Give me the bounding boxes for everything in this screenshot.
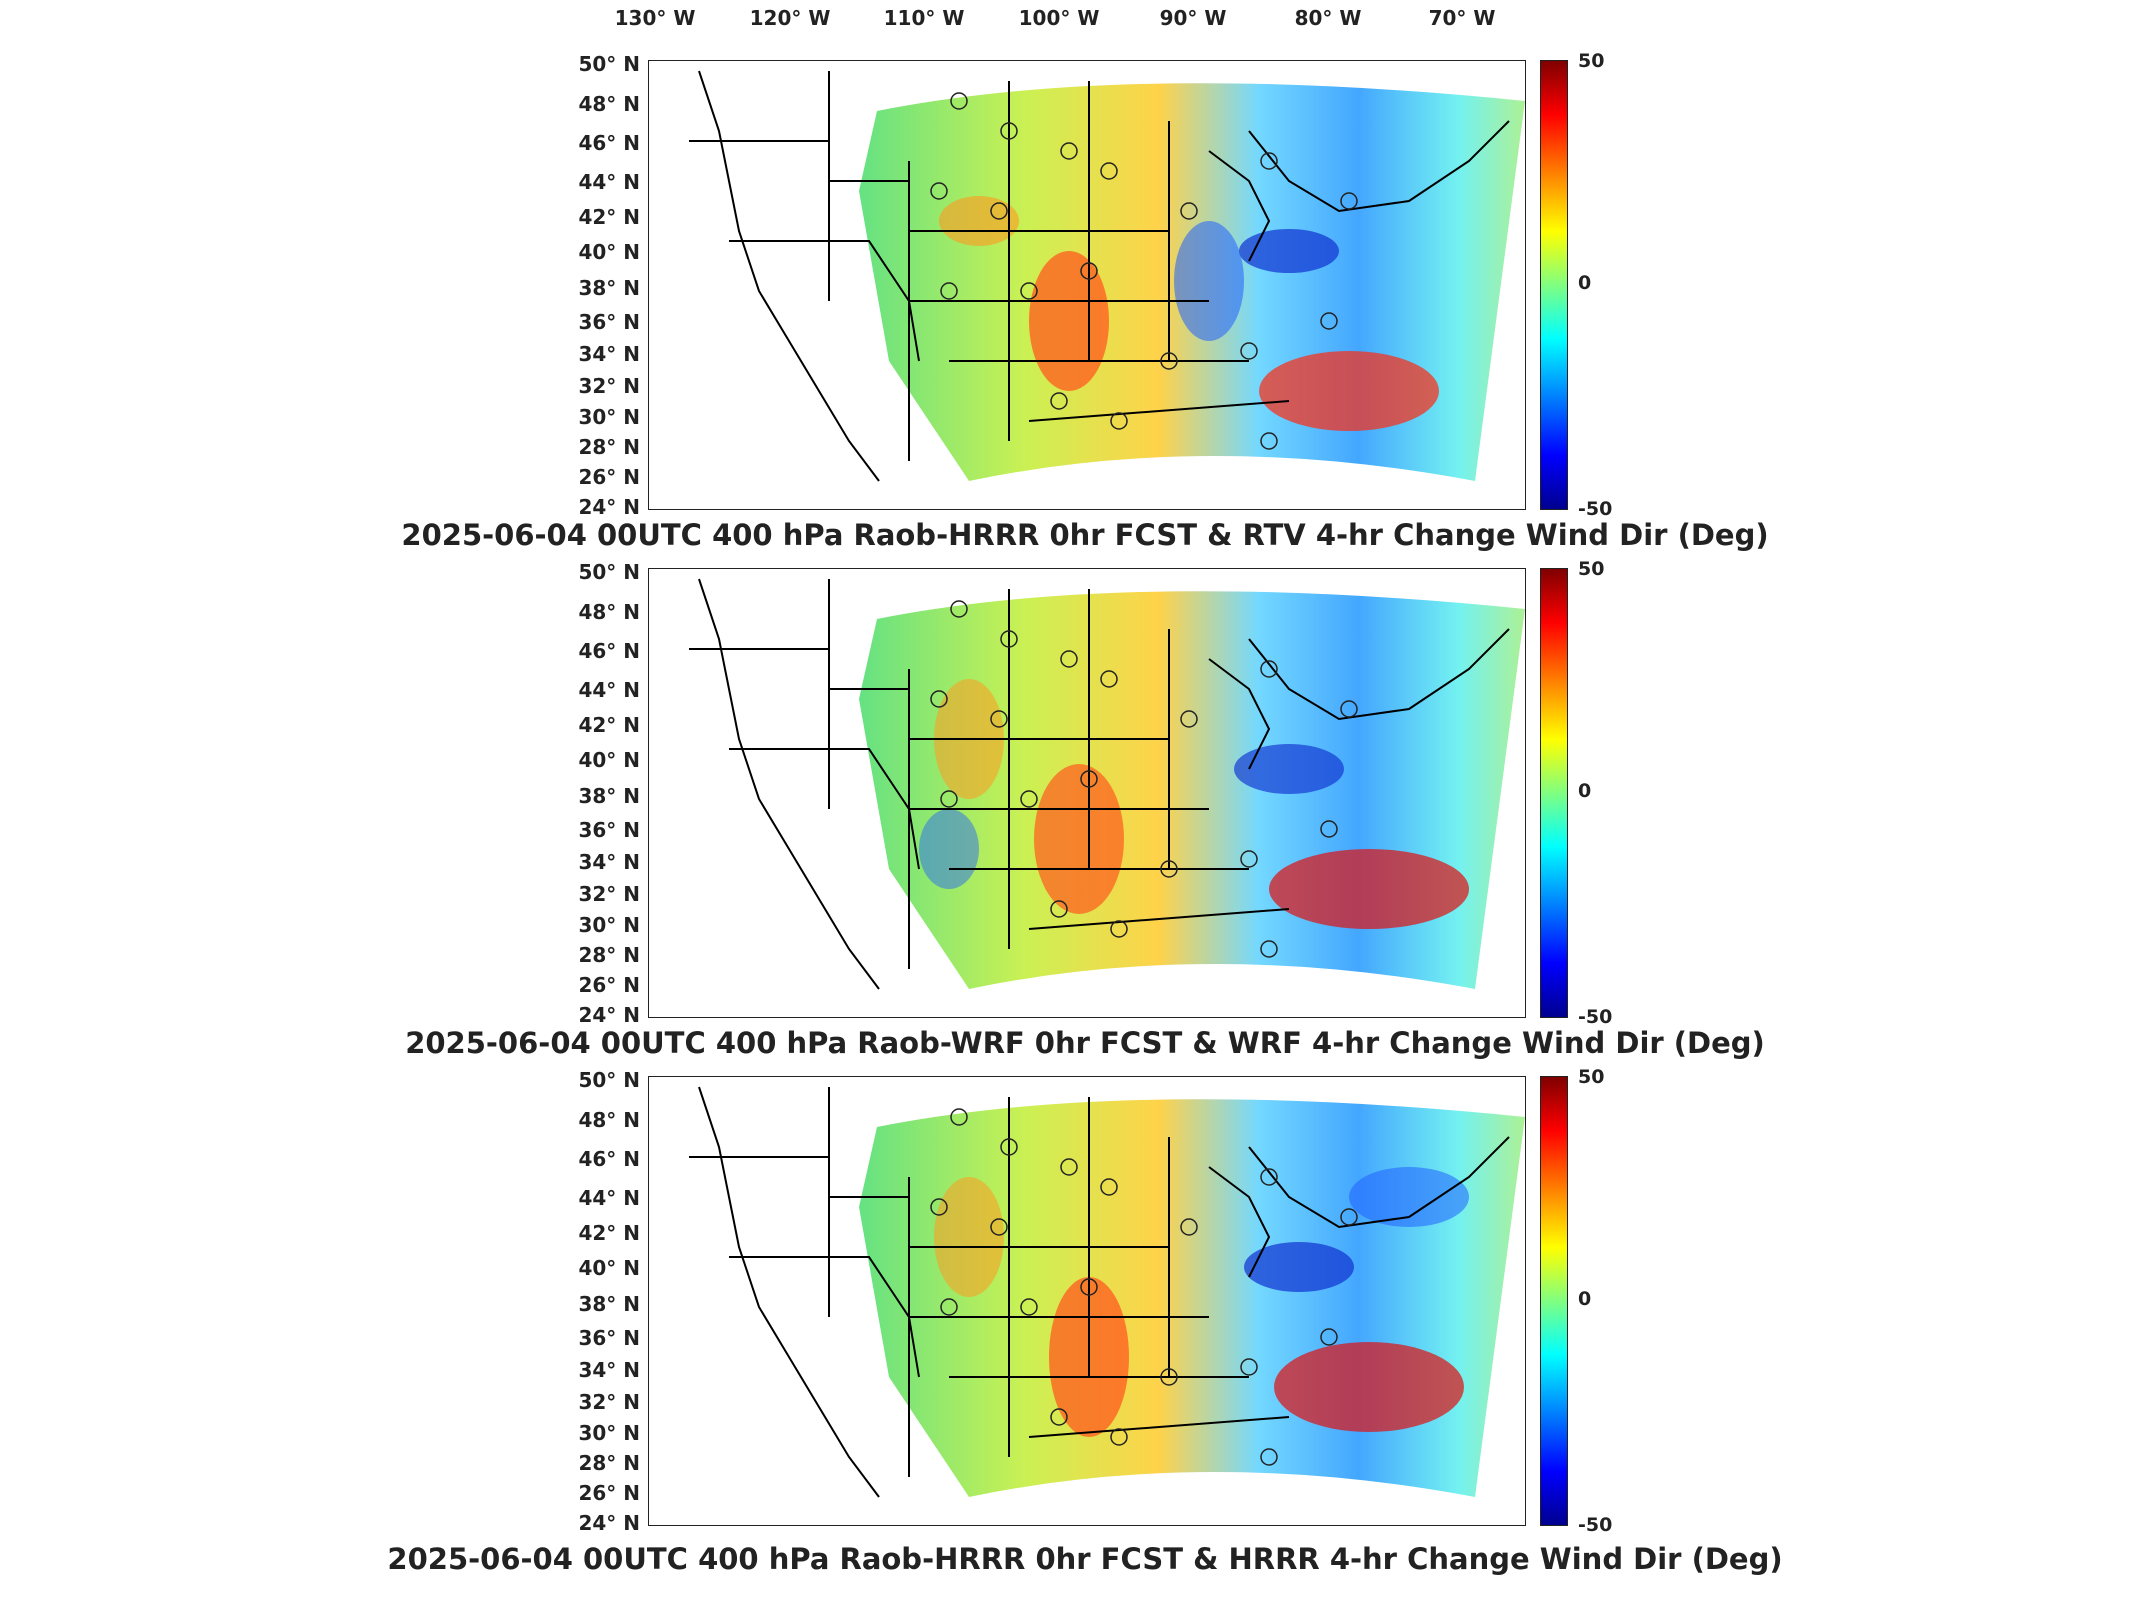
field-blob bbox=[1174, 221, 1244, 341]
lat-label: 30° N bbox=[578, 405, 640, 429]
lat-label: 42° N bbox=[578, 713, 640, 737]
lat-label: 34° N bbox=[578, 850, 640, 874]
state-boundaries bbox=[689, 578, 1510, 990]
lat-label: 40° N bbox=[578, 1256, 640, 1280]
lat-label: 24° N bbox=[578, 1511, 640, 1535]
lat-label: 26° N bbox=[578, 1481, 640, 1505]
panel-title: 2025-06-04 00UTC 400 hPa Raob-HRRR 0hr F… bbox=[401, 518, 1769, 552]
lat-label: 26° N bbox=[578, 973, 640, 997]
colorbar-max-label: 50 bbox=[1578, 558, 1605, 580]
colorbar bbox=[1540, 568, 1568, 1018]
state-boundaries bbox=[689, 70, 1510, 482]
map-area bbox=[648, 1076, 1526, 1526]
lat-label: 30° N bbox=[578, 913, 640, 937]
panel-title: 2025-06-04 00UTC 400 hPa Raob-WRF 0hr FC… bbox=[405, 1026, 1765, 1060]
lat-label: 48° N bbox=[578, 600, 640, 624]
lat-label: 40° N bbox=[578, 240, 640, 264]
lat-label: 36° N bbox=[578, 1326, 640, 1350]
field-blob bbox=[1234, 744, 1344, 794]
lat-label: 32° N bbox=[578, 374, 640, 398]
lon-label: 90° W bbox=[1159, 6, 1227, 30]
field-blob bbox=[934, 1177, 1004, 1297]
lat-label: 44° N bbox=[578, 678, 640, 702]
lat-label: 46° N bbox=[578, 131, 640, 155]
lat-label: 42° N bbox=[578, 205, 640, 229]
colorbar-max-label: 50 bbox=[1578, 1066, 1605, 1088]
lat-label: 28° N bbox=[578, 943, 640, 967]
lon-label: 120° W bbox=[749, 6, 831, 30]
lon-label: 130° W bbox=[614, 6, 696, 30]
station-markers bbox=[930, 600, 1358, 958]
map-area bbox=[648, 568, 1526, 1018]
lon-label: 80° W bbox=[1294, 6, 1362, 30]
station-markers bbox=[930, 92, 1358, 450]
field-blob bbox=[919, 809, 979, 889]
lat-label: 50° N bbox=[578, 560, 640, 584]
field-blob bbox=[1259, 351, 1439, 431]
lat-label: 34° N bbox=[578, 342, 640, 366]
lat-label: 36° N bbox=[578, 310, 640, 334]
station-markers bbox=[930, 1108, 1358, 1466]
longitude-axis: 130° W 120° W 110° W 100° W 90° W 80° W … bbox=[0, 6, 2133, 38]
field-blob bbox=[1349, 1167, 1469, 1227]
colorbar-min-label: -50 bbox=[1578, 1514, 1613, 1536]
lon-label: 110° W bbox=[883, 6, 965, 30]
colorbar-mid-label: 0 bbox=[1578, 1288, 1592, 1310]
lat-label: 44° N bbox=[578, 1186, 640, 1210]
colorbar-max-label: 50 bbox=[1578, 50, 1605, 72]
lat-label: 24° N bbox=[578, 495, 640, 519]
panel-title: 2025-06-04 00UTC 400 hPa Raob-HRRR 0hr F… bbox=[387, 1542, 1783, 1576]
colorbar-mid-label: 0 bbox=[1578, 272, 1592, 294]
lat-label: 38° N bbox=[578, 1292, 640, 1316]
lat-label: 32° N bbox=[578, 882, 640, 906]
lat-label: 46° N bbox=[578, 1147, 640, 1171]
field-blob bbox=[1034, 764, 1124, 914]
colorbar-min-label: -50 bbox=[1578, 498, 1613, 520]
lat-label: 32° N bbox=[578, 1390, 640, 1414]
lat-label: 38° N bbox=[578, 784, 640, 808]
lat-label: 42° N bbox=[578, 1221, 640, 1245]
lat-label: 28° N bbox=[578, 435, 640, 459]
field-blob bbox=[1244, 1242, 1354, 1292]
map-panel-3: 50° N 48° N 46° N 44° N 42° N 40° N 38° … bbox=[0, 1056, 2133, 1576]
map-area bbox=[648, 60, 1526, 510]
map-panel-1: 50° N 48° N 46° N 44° N 42° N 40° N 38° … bbox=[0, 40, 2133, 560]
lat-label: 30° N bbox=[578, 1421, 640, 1445]
field-blob bbox=[1239, 229, 1339, 273]
lat-label: 50° N bbox=[578, 1068, 640, 1092]
lat-label: 44° N bbox=[578, 170, 640, 194]
field-blob bbox=[1274, 1342, 1464, 1432]
colorbar bbox=[1540, 60, 1568, 510]
field-blob bbox=[939, 196, 1019, 246]
lat-label: 38° N bbox=[578, 276, 640, 300]
wind-field bbox=[859, 1099, 1525, 1497]
lon-label: 100° W bbox=[1018, 6, 1100, 30]
lat-label: 36° N bbox=[578, 818, 640, 842]
colorbar-mid-label: 0 bbox=[1578, 780, 1592, 802]
lat-label: 48° N bbox=[578, 92, 640, 116]
field-blob bbox=[1269, 849, 1469, 929]
lat-label: 28° N bbox=[578, 1451, 640, 1475]
lat-label: 34° N bbox=[578, 1358, 640, 1382]
lat-label: 46° N bbox=[578, 639, 640, 663]
lon-label: 70° W bbox=[1428, 6, 1496, 30]
lat-label: 40° N bbox=[578, 748, 640, 772]
colorbar-min-label: -50 bbox=[1578, 1006, 1613, 1028]
lat-label: 24° N bbox=[578, 1003, 640, 1027]
map-panel-2: 50° N 48° N 46° N 44° N 42° N 40° N 38° … bbox=[0, 548, 2133, 1068]
colorbar bbox=[1540, 1076, 1568, 1526]
lat-label: 48° N bbox=[578, 1108, 640, 1132]
lat-label: 26° N bbox=[578, 465, 640, 489]
state-boundaries bbox=[689, 1086, 1510, 1498]
lat-label: 50° N bbox=[578, 52, 640, 76]
